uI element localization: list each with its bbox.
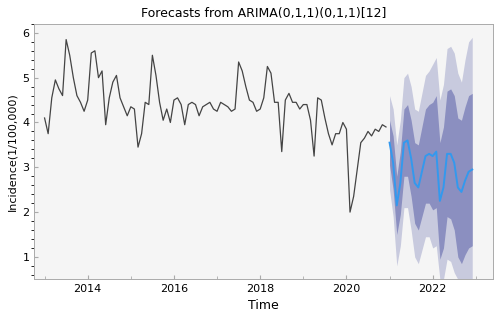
- Title: Forecasts from ARIMA(0,1,1)(0,1,1)[12]: Forecasts from ARIMA(0,1,1)(0,1,1)[12]: [140, 7, 386, 20]
- Y-axis label: Incidence(1/100,000): Incidence(1/100,000): [7, 92, 17, 211]
- X-axis label: Time: Time: [248, 299, 279, 312]
